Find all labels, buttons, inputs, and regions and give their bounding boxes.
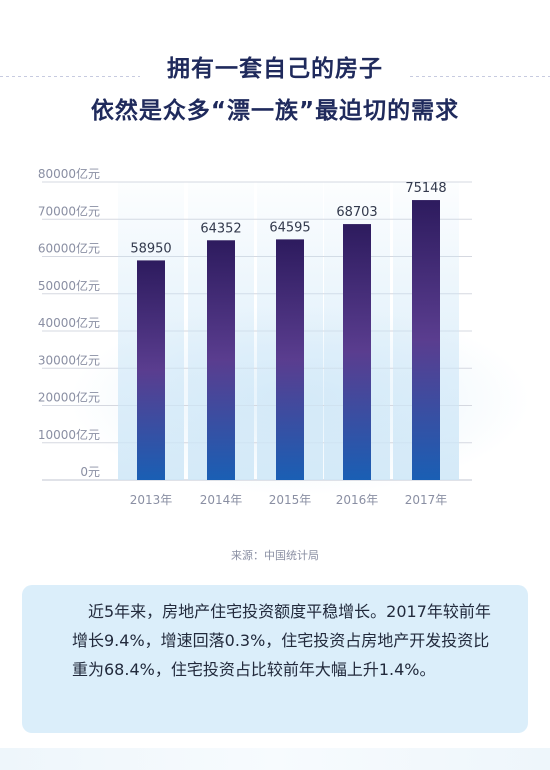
- bars: [137, 200, 440, 480]
- bar: [343, 224, 371, 480]
- y-tick-labels: 0元 10000亿元 20000亿元 30000亿元 40000亿元 50000亿元 600…: [38, 166, 100, 479]
- data-label: 75148: [405, 181, 446, 196]
- title-deco-right: [410, 76, 550, 77]
- x-tick-label: 2015年: [269, 493, 312, 507]
- y-tick-label: 20000亿元: [38, 390, 100, 405]
- x-tick-label: 2014年: [200, 493, 243, 507]
- data-label: 64352: [200, 221, 241, 236]
- y-tick-label: 30000亿元: [38, 352, 100, 367]
- y-tick-label: 0元: [80, 465, 100, 479]
- y-tick-label: 80000亿元: [38, 166, 100, 181]
- bar-chart: 0元 10000亿元 20000亿元 30000亿元 40000亿元 50000亿元 600…: [38, 166, 530, 507]
- title-line-2: 依然是众多“漂一族”最迫切的需求: [90, 98, 460, 124]
- x-tick-label: 2013年: [130, 493, 173, 507]
- y-tick-label: 60000亿元: [38, 241, 100, 256]
- data-label: 64595: [269, 220, 310, 235]
- y-tick-label: 40000亿元: [38, 315, 100, 330]
- x-tick-label: 2017年: [405, 493, 448, 507]
- x-tick-labels: 2013年 2014年 2015年 2016年 2017年: [130, 493, 448, 507]
- y-tick-label: 10000亿元: [38, 427, 100, 442]
- summary-text: 近5年来，房地产住宅投资额度平稳增长。2017年较前年增长9.4%，增速回落0.…: [72, 602, 491, 679]
- data-label: 58950: [130, 241, 171, 256]
- bottom-band: [0, 748, 550, 770]
- x-tick-label: 2016年: [336, 493, 379, 507]
- bar: [137, 260, 165, 480]
- data-labels: 58950 64352 64595 68703 75148: [130, 181, 446, 256]
- title-deco-left: [0, 76, 140, 77]
- summary-box: 近5年来，房地产住宅投资额度平稳增长。2017年较前年增长9.4%，增速回落0.…: [22, 585, 528, 733]
- bar: [207, 240, 235, 480]
- title-line-1: 拥有一套自己的房子: [167, 56, 383, 82]
- source-note: 来源：中国统计局: [231, 549, 319, 562]
- bar: [412, 200, 440, 480]
- y-tick-label: 70000亿元: [38, 203, 100, 218]
- y-tick-label: 50000亿元: [38, 278, 100, 293]
- data-label: 68703: [336, 205, 377, 220]
- bar: [276, 239, 304, 480]
